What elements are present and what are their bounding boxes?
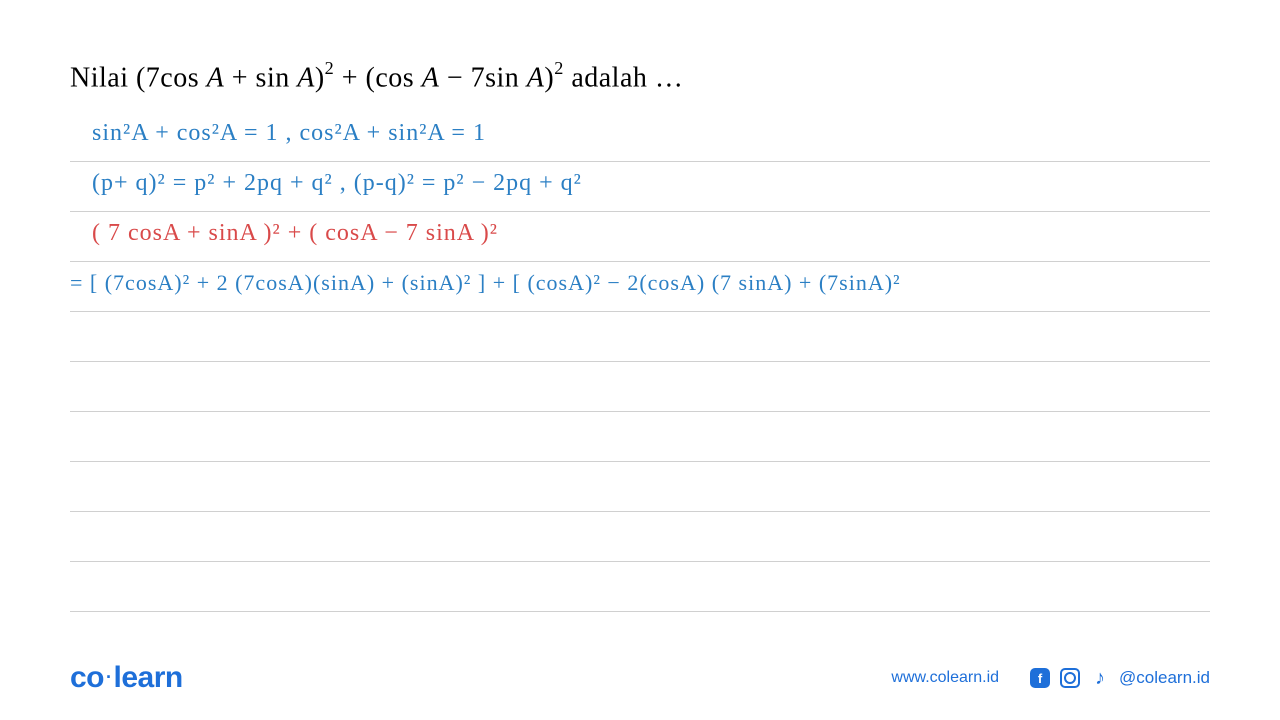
ruled-row (70, 462, 1210, 512)
tiktok-icon: ♪ (1089, 667, 1111, 689)
ruled-row: sin²A + cos²A = 1 , cos²A + sin²A = 1 (70, 112, 1210, 162)
social-links: f ♪ @colearn.id (1029, 667, 1210, 689)
ruled-row (70, 362, 1210, 412)
ruled-row (70, 412, 1210, 462)
ruled-row: = [ (7cosA)² + 2 (7cosA)(sinA) + (sinA)²… (70, 262, 1210, 312)
facebook-icon: f (1029, 667, 1051, 689)
handwritten-line-3: ( 7 cosA + sinA )² + ( cosA − 7 sinA )² (92, 220, 498, 247)
worksheet-lines: sin²A + cos²A = 1 , cos²A + sin²A = 1 (p… (70, 112, 1210, 612)
logo-part-2: learn (114, 661, 183, 694)
handwritten-line-1: sin²A + cos²A = 1 , cos²A + sin²A = 1 (92, 120, 486, 147)
brand-logo: co·learn (70, 661, 183, 695)
instagram-icon (1059, 667, 1081, 689)
content-area: Nilai (7cos A + sin A)2 + (cos A − 7sin … (0, 0, 1280, 612)
handwritten-line-4: = [ (7cosA)² + 2 (7cosA)(sinA) + (sinA)²… (70, 270, 901, 296)
ruled-row: (p+ q)² = p² + 2pq + q² , (p-q)² = p² − … (70, 162, 1210, 212)
ruled-row: ( 7 cosA + sinA )² + ( cosA − 7 sinA )² (70, 212, 1210, 262)
logo-separator: · (106, 667, 112, 687)
footer-right: www.colearn.id f ♪ @colearn.id (891, 667, 1210, 689)
social-handle: @colearn.id (1119, 668, 1210, 688)
ruled-row (70, 562, 1210, 612)
ruled-row (70, 512, 1210, 562)
handwritten-line-2: (p+ q)² = p² + 2pq + q² , (p-q)² = p² − … (92, 170, 582, 197)
ruled-row (70, 312, 1210, 362)
logo-part-1: co (70, 661, 104, 694)
website-url: www.colearn.id (891, 669, 999, 687)
problem-statement: Nilai (7cos A + sin A)2 + (cos A − 7sin … (70, 60, 1210, 94)
footer: co·learn www.colearn.id f ♪ @colearn.id (0, 661, 1280, 695)
